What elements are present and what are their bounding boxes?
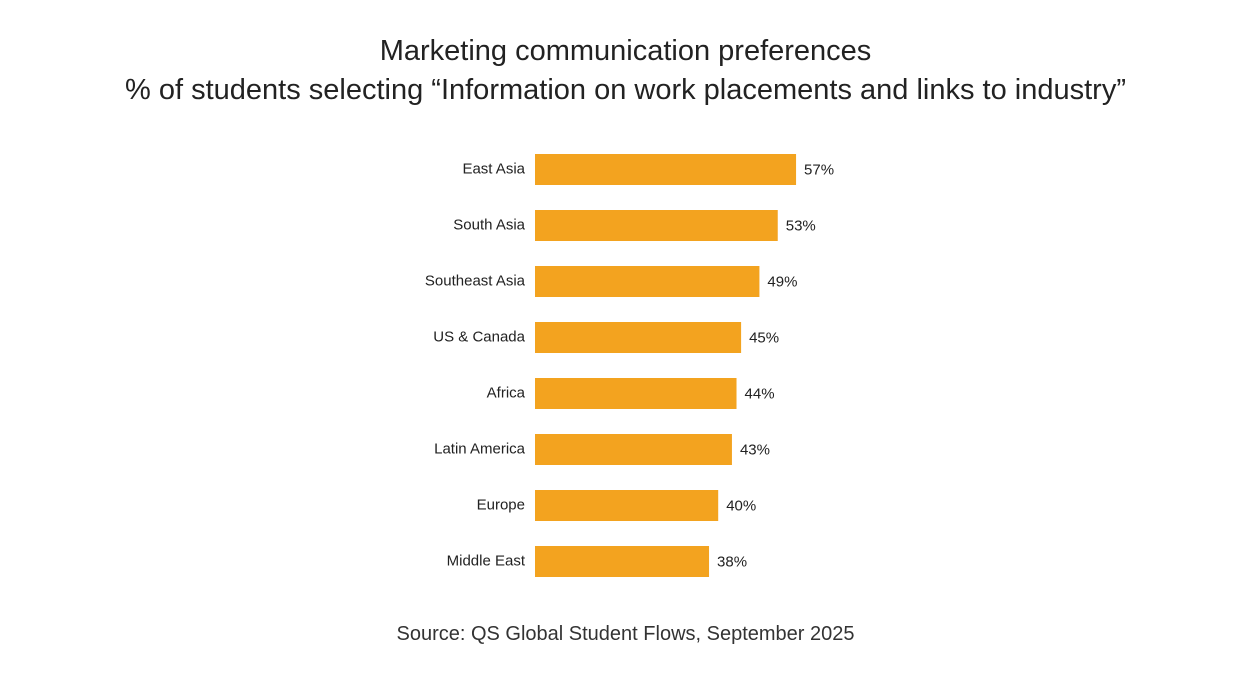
bars-group (535, 154, 797, 577)
category-label: Europe (477, 496, 525, 513)
value-label: 40% (726, 497, 756, 514)
value-label: 38% (717, 553, 747, 570)
category-label: Africa (487, 384, 526, 401)
chart-subtitle: % of students selecting “Information on … (125, 74, 1126, 106)
value-labels-group: 57% 53% 49% 45% 44% 43% 40% 38% (717, 161, 834, 570)
value-label: 44% (745, 385, 775, 402)
category-label: South Asia (453, 216, 525, 233)
bar-1 (535, 210, 778, 241)
category-label: Middle East (447, 552, 526, 569)
category-label: US & Canada (433, 328, 525, 345)
chart-title-block: Marketing communication preferences % of… (0, 32, 1251, 110)
value-label: 57% (804, 161, 834, 178)
category-label: Latin America (434, 440, 526, 457)
bar-4 (535, 378, 737, 409)
bar-3 (535, 322, 742, 353)
value-label: 43% (740, 441, 770, 458)
value-label: 53% (786, 217, 816, 234)
chart-source: Source: QS Global Student Flows, Septemb… (396, 623, 855, 645)
bar-2 (535, 266, 760, 297)
chart-title: Marketing communication preferences (379, 35, 872, 67)
category-label: East Asia (462, 160, 525, 177)
bar-5 (535, 434, 732, 465)
bar-0 (535, 154, 797, 185)
value-label: 49% (767, 273, 797, 290)
value-label: 45% (749, 329, 779, 346)
bar-6 (535, 490, 719, 521)
category-label: Southeast Asia (425, 272, 526, 289)
category-labels-group: East Asia South Asia Southeast Asia US & Ca… (425, 160, 526, 569)
bar-7 (535, 546, 710, 577)
